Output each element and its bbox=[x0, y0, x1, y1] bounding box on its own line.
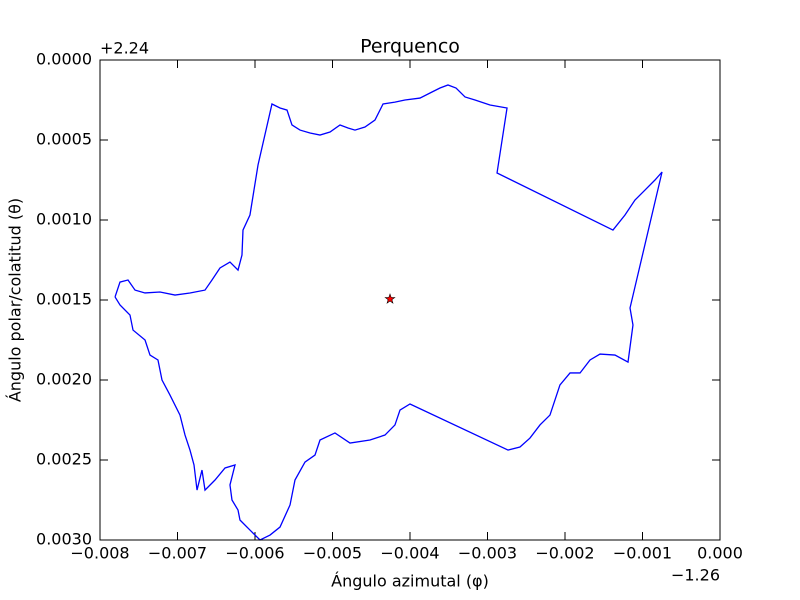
x-tick-label: −0.004 bbox=[380, 544, 439, 563]
y-tick-label: 0.0030 bbox=[36, 530, 92, 549]
y-tick-label: 0.0015 bbox=[36, 290, 92, 309]
y-offset-text: +2.24 bbox=[100, 39, 149, 58]
star-marker bbox=[384, 293, 396, 304]
y-tick-label: 0.0020 bbox=[36, 370, 92, 389]
x-tick-label: −0.005 bbox=[303, 544, 362, 563]
boundary-line bbox=[114, 84, 663, 541]
plot-frame bbox=[99, 59, 721, 541]
y-tick-label: 0.0010 bbox=[36, 210, 92, 229]
x-tick-label: −0.002 bbox=[535, 544, 594, 563]
y-axis-label: Ángulo polar/colatitud (θ) bbox=[6, 198, 25, 402]
chart-title: Perquenco bbox=[360, 36, 460, 58]
x-tick-label: −0.001 bbox=[613, 544, 672, 563]
x-axis-label: Ángulo azimutal (φ) bbox=[331, 572, 489, 591]
x-tick-label: −0.003 bbox=[458, 544, 517, 563]
y-tick-label: 0.0005 bbox=[36, 130, 92, 149]
x-tick-label: −0.008 bbox=[70, 544, 129, 563]
x-tick-label: 0.000 bbox=[697, 544, 743, 563]
x-tick-label: −0.006 bbox=[225, 544, 284, 563]
y-tick-label: 0.0000 bbox=[36, 50, 92, 69]
x-offset-text: −1.26 bbox=[671, 566, 720, 585]
y-tick-label: 0.0025 bbox=[36, 450, 92, 469]
x-tick-label: −0.007 bbox=[148, 544, 207, 563]
